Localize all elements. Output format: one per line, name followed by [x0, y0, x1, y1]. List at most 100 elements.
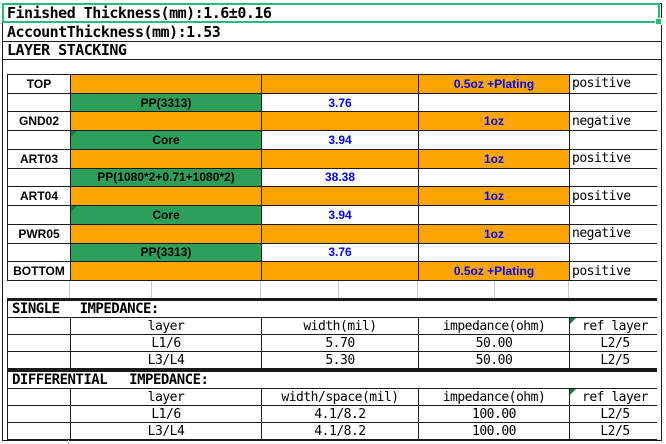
layer-name-cell[interactable]: BOTTOM — [8, 262, 70, 280]
layer-stacking-title: LAYER STACKING — [7, 41, 127, 59]
copper-fill-cell[interactable] — [71, 262, 261, 280]
thickness-cell[interactable]: 3.76 — [262, 93, 418, 112]
spacer-cell[interactable] — [419, 168, 569, 187]
spacer-cell[interactable] — [570, 168, 660, 187]
layer-value[interactable]: L3/L4 — [71, 423, 261, 439]
spacer-cell[interactable] — [8, 352, 70, 368]
polarity-cell[interactable]: positive — [570, 75, 660, 93]
copper-fill-cell[interactable] — [71, 112, 261, 131]
thickness-cell[interactable]: 3.76 — [262, 243, 418, 262]
spacer-cell[interactable] — [570, 131, 660, 149]
bottom-gridline-strip — [2, 440, 660, 444]
layer-value[interactable]: L1/6 — [71, 335, 261, 351]
polarity-cell[interactable]: positive — [570, 149, 660, 168]
copper-weight-cell[interactable]: 0.5oz +Plating — [419, 262, 569, 280]
ref-layer-value[interactable]: L2/5 — [570, 352, 660, 368]
differential-impedance-title[interactable]: DIFFERENTIAL IMPEDANCE: — [8, 372, 660, 388]
header-width[interactable]: width(mil) — [262, 318, 418, 334]
impedance-value[interactable]: 100.00 — [419, 423, 569, 439]
copper-weight-cell[interactable]: 1oz — [419, 112, 569, 131]
ref-layer-value[interactable]: L2/5 — [570, 335, 660, 351]
layer-name-cell[interactable]: GND02 — [8, 112, 70, 131]
layer-name-cell[interactable]: TOP — [8, 75, 70, 93]
spacer-cell[interactable] — [8, 318, 70, 334]
copper-fill-cell[interactable] — [71, 149, 261, 168]
material-cell[interactable]: PP(3313) — [71, 243, 261, 262]
copper-fill-cell[interactable] — [262, 224, 418, 243]
layer-value[interactable]: L3/L4 — [71, 352, 261, 368]
width-space-value[interactable]: 4.1/8.2 — [262, 406, 418, 422]
spacer-cell[interactable] — [570, 93, 660, 112]
header-layer[interactable]: layer — [71, 389, 261, 405]
spacer-cell[interactable] — [419, 243, 569, 262]
header-width-space[interactable]: width/space(mil) — [262, 389, 418, 405]
spacer-cell[interactable] — [570, 206, 660, 224]
single-impedance-title[interactable]: SINGLE IMPEDANCE: — [8, 301, 660, 317]
header-impedance[interactable]: impedance(ohm) — [419, 318, 569, 334]
spacer-cell[interactable] — [8, 243, 70, 262]
thickness-cell[interactable]: 3.94 — [262, 206, 418, 224]
spacer-cell[interactable] — [8, 93, 70, 112]
copper-weight-cell[interactable]: 1oz — [419, 187, 569, 206]
impedance-label: IMPEDANCE: — [79, 301, 160, 317]
spacer-cell[interactable] — [8, 168, 70, 187]
spacer-cell[interactable] — [570, 243, 660, 262]
spacer-cell[interactable] — [8, 423, 70, 439]
account-thickness-row[interactable]: AccountThickness(mm):1.53 — [3, 23, 661, 42]
thickness-cell[interactable]: 3.94 — [262, 131, 418, 149]
polarity-cell[interactable]: positive — [570, 187, 660, 206]
material-cell[interactable]: PP(1080*2+0.71+1080*2) — [71, 168, 261, 187]
empty-grid-row[interactable] — [3, 281, 661, 298]
spacer-cell[interactable] — [419, 93, 569, 112]
material-cell[interactable]: Core — [71, 206, 261, 224]
spacer-cell[interactable] — [419, 131, 569, 149]
header-ref-layer[interactable]: ref layer — [570, 389, 660, 405]
impedance-value[interactable]: 50.00 — [419, 335, 569, 351]
copper-weight-cell[interactable]: 1oz — [419, 224, 569, 243]
copper-fill-cell[interactable] — [262, 149, 418, 168]
polarity-cell[interactable]: positive — [570, 262, 660, 280]
polarity-cell[interactable]: negative — [570, 112, 660, 131]
layer-stacking-title-row[interactable]: LAYER STACKING — [3, 42, 661, 60]
polarity-cell[interactable]: negative — [570, 224, 660, 243]
impedance-value[interactable]: 100.00 — [419, 406, 569, 422]
copper-weight-cell[interactable]: 0.5oz +Plating — [419, 75, 569, 93]
layer-stacking-table: TOP 0.5oz +Plating positive PP(3313) 3.7… — [7, 74, 660, 281]
header-layer[interactable]: layer — [71, 318, 261, 334]
copper-fill-cell[interactable] — [262, 262, 418, 280]
header-impedance[interactable]: impedance(ohm) — [419, 389, 569, 405]
copper-fill-cell[interactable] — [71, 224, 261, 243]
copper-fill-cell[interactable] — [262, 112, 418, 131]
layer-value[interactable]: L1/6 — [71, 406, 261, 422]
layer-name-cell[interactable]: ART03 — [8, 149, 70, 168]
differential-impedance-table: DIFFERENTIAL IMPEDANCE: layer width/spac… — [7, 369, 660, 440]
cell-selection-border[interactable] — [2, 3, 662, 25]
material-cell[interactable]: PP(3313) — [71, 93, 261, 112]
thickness-cell[interactable]: 38.38 — [262, 168, 418, 187]
material-cell[interactable]: Core — [71, 131, 261, 149]
finished-thickness-row[interactable]: Finished Thickness(mm):1.6±0.16 — [2, 3, 662, 25]
layer-name-cell[interactable]: ART04 — [8, 187, 70, 206]
layer-name-cell[interactable]: PWR05 — [8, 224, 70, 243]
spacer-cell[interactable] — [8, 335, 70, 351]
impedance-value[interactable]: 50.00 — [419, 352, 569, 368]
spacer-cell[interactable] — [419, 206, 569, 224]
spacer-cell[interactable] — [8, 131, 70, 149]
single-label: SINGLE — [12, 301, 60, 317]
width-space-value[interactable]: 4.1/8.2 — [262, 423, 418, 439]
copper-weight-cell[interactable]: 1oz — [419, 149, 569, 168]
ref-layer-value[interactable]: L2/5 — [570, 406, 660, 422]
width-value[interactable]: 5.30 — [262, 352, 418, 368]
spacer-cell[interactable] — [8, 206, 70, 224]
ref-layer-value[interactable]: L2/5 — [570, 423, 660, 439]
copper-fill-cell[interactable] — [262, 75, 418, 93]
copper-fill-cell[interactable] — [71, 187, 261, 206]
copper-fill-cell[interactable] — [262, 187, 418, 206]
copper-fill-cell[interactable] — [71, 75, 261, 93]
spacer-cell[interactable] — [8, 389, 70, 405]
header-ref-layer[interactable]: ref layer — [570, 318, 660, 334]
empty-row[interactable] — [3, 60, 661, 74]
fill-handle[interactable] — [655, 18, 662, 25]
width-value[interactable]: 5.70 — [262, 335, 418, 351]
spacer-cell[interactable] — [8, 406, 70, 422]
